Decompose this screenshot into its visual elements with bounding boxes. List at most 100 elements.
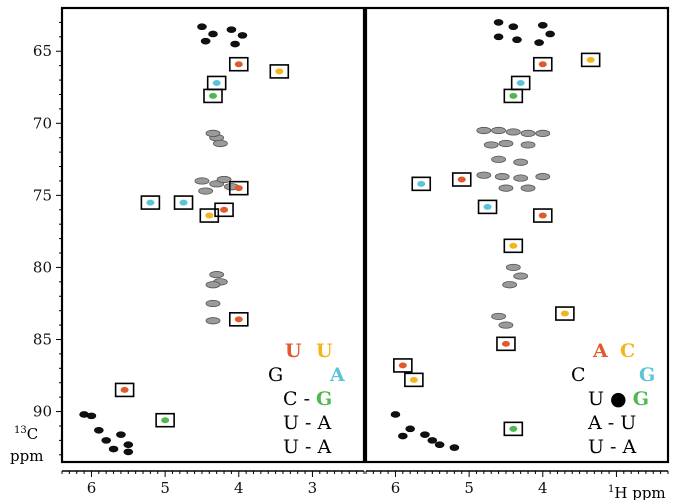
grey-peak — [205, 281, 221, 289]
x-axis-label: 1H ppm — [608, 484, 666, 500]
x-tick-label-right: 4 — [538, 479, 548, 497]
assigned-peak — [509, 242, 518, 249]
grey-peak — [502, 281, 518, 289]
y-axis-label-nucleus: C — [27, 425, 38, 443]
grey-peak — [491, 126, 506, 135]
y-tick-label: 65 — [33, 42, 52, 60]
assigned-peak — [501, 340, 510, 347]
assignment-box — [532, 56, 553, 72]
x-tick-label-left: 3 — [308, 479, 318, 497]
black-peak — [427, 437, 438, 444]
y-tick-label: 80 — [33, 258, 52, 276]
assigned-peak — [179, 199, 188, 206]
grey-peak — [209, 271, 225, 279]
black-peak — [123, 441, 134, 449]
legend-right-pair-3: U - A — [588, 436, 637, 458]
x-tick-label-right: 6 — [391, 479, 401, 497]
black-peak — [101, 437, 111, 444]
assigned-peak — [586, 56, 595, 63]
legend-left-g: G — [268, 364, 283, 386]
grey-peak — [505, 263, 521, 272]
black-peak — [493, 33, 504, 41]
assignment-box — [503, 421, 524, 437]
legend-left-a: A — [329, 364, 345, 386]
assignment-box — [580, 52, 601, 68]
x-tick-label-left: 4 — [234, 479, 244, 497]
grey-peak — [216, 175, 232, 184]
grey-peak — [513, 272, 529, 280]
assigned-peak — [483, 203, 492, 210]
grey-peak — [476, 126, 492, 135]
black-peak — [398, 432, 408, 440]
assigned-peak — [409, 376, 418, 383]
black-peak — [197, 23, 207, 31]
black-peak — [123, 448, 134, 456]
black-peak — [449, 444, 460, 451]
grey-peak — [205, 317, 221, 325]
assignment-box — [477, 199, 498, 215]
assignment-box — [451, 172, 472, 187]
legend-right-a-orange: A — [592, 340, 608, 362]
assigned-peak — [234, 316, 243, 323]
black-peak — [226, 26, 237, 33]
assigned-peak — [146, 199, 155, 206]
assignment-box — [203, 88, 223, 104]
black-peak — [200, 37, 211, 45]
legend-right-g: G — [639, 364, 655, 386]
legend-right-pair-2: A - U — [587, 412, 636, 434]
assignment-box — [228, 180, 249, 196]
grey-peak — [498, 139, 514, 148]
x-tick-label-right: 5 — [464, 479, 474, 497]
assignment-box — [393, 358, 413, 373]
assigned-peak — [509, 425, 518, 432]
grey-peak — [520, 141, 536, 149]
assigned-peak — [398, 362, 407, 369]
grey-peak — [520, 129, 536, 137]
assignment-box — [114, 382, 135, 398]
black-peak — [537, 21, 548, 29]
x-tick-label-left: 5 — [160, 479, 170, 497]
legend-right-c-yellow: C — [620, 340, 635, 362]
grey-peak — [505, 128, 521, 136]
black-peak — [390, 411, 401, 418]
grey-peak — [483, 141, 499, 149]
panel-frame-left — [60, 6, 366, 464]
assigned-peak — [234, 61, 243, 68]
assignment-box — [411, 176, 432, 192]
y-tick-label: 90 — [33, 403, 52, 421]
assigned-peak — [538, 61, 547, 68]
legend-left-pair-2: U - A — [283, 412, 332, 434]
grey-peak — [513, 158, 529, 166]
assigned-peak — [560, 310, 569, 317]
assigned-peak — [275, 68, 284, 75]
assigned-peak — [516, 79, 525, 86]
x-tick-label-left: 6 — [87, 479, 97, 497]
assigned-peak — [417, 180, 426, 187]
y-axis-label-sup: 13 — [14, 425, 27, 436]
assignment-box — [503, 88, 524, 104]
black-peak — [86, 412, 97, 420]
black-peak — [508, 23, 519, 31]
y-tick-label: 75 — [33, 186, 52, 204]
legend-right-pair-1: U ● G — [588, 388, 649, 410]
assignment-box — [404, 372, 424, 388]
assigned-peak — [212, 79, 221, 86]
legend-left-u-yellow: U — [316, 340, 333, 362]
grey-peak — [535, 173, 551, 181]
black-peak — [512, 36, 522, 44]
black-peak — [208, 30, 218, 38]
legend-left-pair-1: C - G — [283, 388, 332, 410]
black-peak — [116, 431, 126, 438]
assigned-peak — [161, 417, 170, 424]
assignment-box — [155, 412, 175, 428]
grey-peak — [194, 177, 210, 185]
grey-peak — [212, 139, 228, 148]
y-axis-label: 13C — [14, 425, 38, 443]
assigned-peak — [205, 212, 214, 219]
assigned-peak — [120, 386, 129, 393]
grey-peak — [476, 171, 492, 179]
black-peak — [420, 431, 430, 438]
grey-peak — [520, 184, 536, 192]
